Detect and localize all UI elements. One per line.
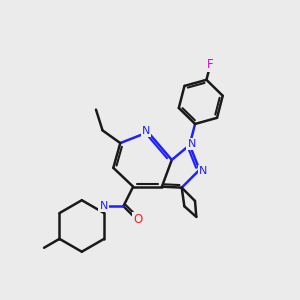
- Text: N: N: [99, 201, 108, 211]
- Text: N: N: [188, 139, 196, 149]
- Text: N: N: [142, 126, 150, 136]
- Text: N: N: [199, 166, 208, 176]
- Text: F: F: [207, 58, 214, 71]
- Text: O: O: [133, 213, 142, 226]
